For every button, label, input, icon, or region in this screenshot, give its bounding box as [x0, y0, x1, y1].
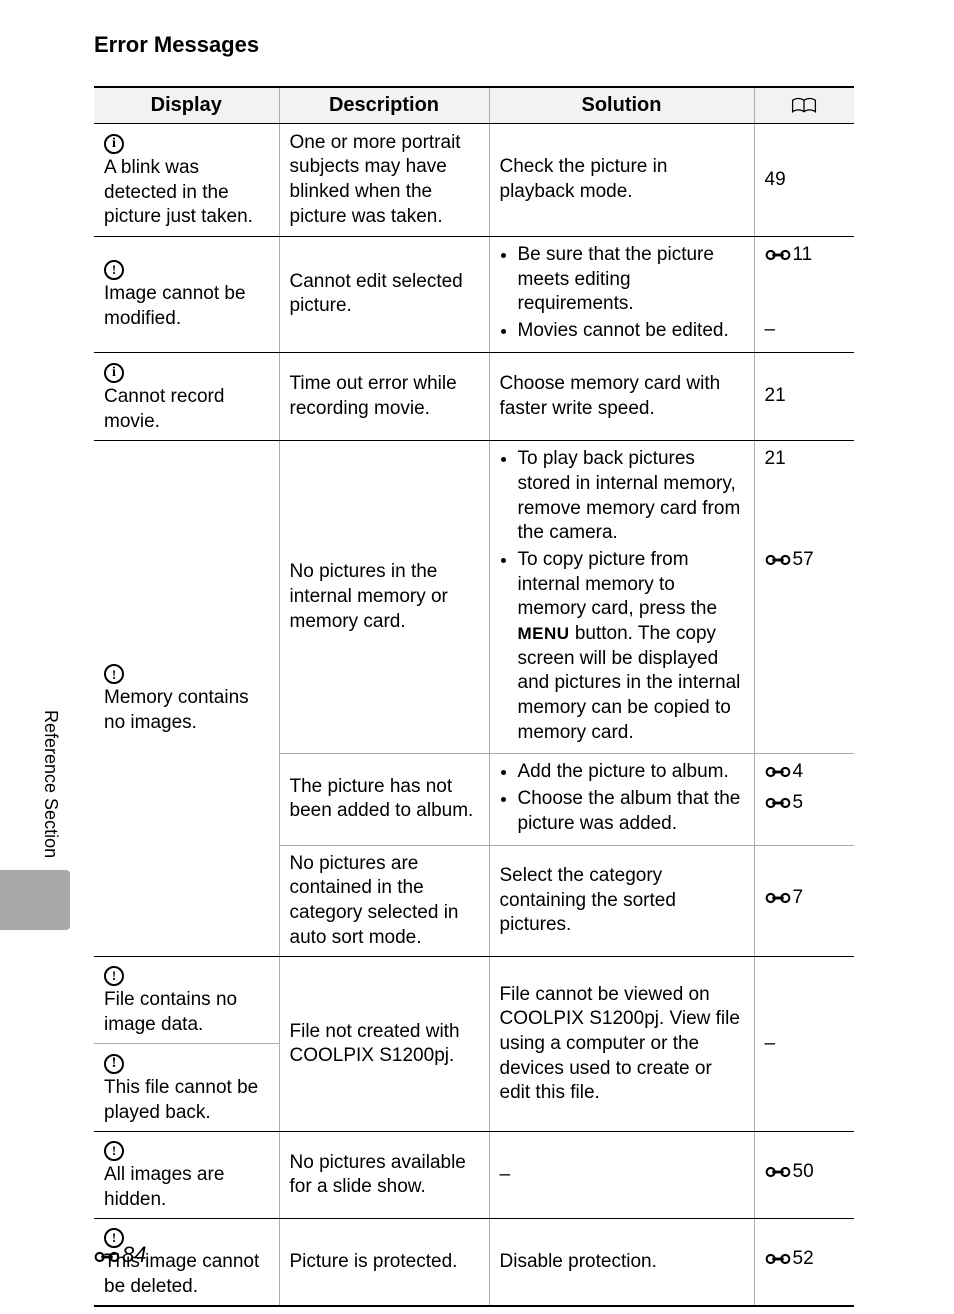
- display-cell: ! All images are hidden.: [94, 1132, 279, 1219]
- ref-page: 5: [793, 791, 804, 816]
- display-cell: ! File contains no image data.: [94, 957, 279, 1044]
- table-header-row: Display Description Solution: [94, 87, 854, 124]
- book-icon: [759, 97, 851, 115]
- solution-cell: Be sure that the picture meets editing r…: [489, 237, 754, 353]
- ref-page: 11: [793, 243, 813, 268]
- solution-item: Be sure that the picture meets editing r…: [518, 243, 744, 317]
- table-row: ! Image cannot be modified. Cannot edit …: [94, 237, 854, 353]
- ref-page: 57: [793, 548, 814, 573]
- page-title: Error Messages: [94, 32, 259, 58]
- warning-icon: !: [104, 260, 124, 280]
- display-text: Cannot record movie.: [104, 386, 224, 432]
- side-section-label: Reference Section: [40, 710, 61, 858]
- link-icon: [765, 548, 791, 573]
- ref-page: –: [765, 318, 845, 343]
- display-cell: i Cannot record movie.: [94, 352, 279, 440]
- solution-item: To copy picture from internal memory to …: [518, 548, 744, 746]
- display-cell: i A blink was detected in the picture ju…: [94, 124, 279, 237]
- solution-cell: Disable protection.: [489, 1219, 754, 1307]
- ref-page: 52: [793, 1247, 814, 1272]
- col-display: Display: [94, 87, 279, 124]
- solution-cell: Check the picture in playback mode.: [489, 124, 754, 237]
- description-cell: No pictures in the internal memory or me…: [279, 441, 489, 754]
- description-cell: No pictures are contained in the categor…: [279, 845, 489, 957]
- table-row: ! File contains no image data. File not …: [94, 957, 854, 1044]
- ref-page: 4: [793, 760, 804, 785]
- solution-item: Movies cannot be edited.: [518, 319, 744, 344]
- solution-item: Add the picture to album.: [518, 760, 744, 785]
- reference-cell: 49: [754, 124, 854, 237]
- solution-cell: Select the category containing the sorte…: [489, 845, 754, 957]
- solution-cell: To play back pictures stored in internal…: [489, 441, 754, 754]
- ref-page: 21: [765, 447, 786, 472]
- solution-cell: Add the picture to album. Choose the alb…: [489, 754, 754, 845]
- display-text: A blink was detected in the picture just…: [104, 157, 253, 227]
- col-solution: Solution: [489, 87, 754, 124]
- reference-cell: 52: [754, 1219, 854, 1307]
- display-cell: ! Memory contains no images.: [94, 441, 279, 957]
- reference-cell: –: [754, 957, 854, 1132]
- display-cell: ! Image cannot be modified.: [94, 237, 279, 353]
- solution-item: To play back pictures stored in internal…: [518, 447, 744, 546]
- description-cell: File not created with COOLPIX S1200pj.: [279, 957, 489, 1132]
- reference-cell: 4 5: [754, 754, 854, 845]
- solution-cell: –: [489, 1132, 754, 1219]
- display-text: All images are hidden.: [104, 1164, 224, 1210]
- display-text: Memory contains no images.: [104, 687, 249, 733]
- menu-button-label: MENU: [518, 624, 570, 643]
- table-row: ! Memory contains no images. No pictures…: [94, 441, 854, 754]
- table-row: i A blink was detected in the picture ju…: [94, 124, 854, 237]
- warning-icon: !: [104, 1141, 124, 1161]
- solution-cell: File cannot be viewed on COOLPIX S1200pj…: [489, 957, 754, 1132]
- solution-cell: Choose memory card with faster write spe…: [489, 352, 754, 440]
- page-number-value: 84: [122, 1242, 146, 1268]
- reference-cell: 21 57: [754, 441, 854, 754]
- display-text: Image cannot be modified.: [104, 283, 246, 329]
- description-cell: Time out error while recording movie.: [279, 352, 489, 440]
- link-icon: [94, 1242, 120, 1268]
- reference-cell: 7: [754, 845, 854, 957]
- link-icon: [765, 886, 791, 911]
- col-description: Description: [279, 87, 489, 124]
- error-messages-table: Display Description Solution i A blink w…: [94, 86, 854, 1307]
- table-row: ! This image cannot be deleted. Picture …: [94, 1219, 854, 1307]
- link-icon: [765, 1160, 791, 1185]
- description-cell: One or more portrait subjects may have b…: [279, 124, 489, 237]
- col-reference: [754, 87, 854, 124]
- table-row: ! All images are hidden. No pictures ava…: [94, 1132, 854, 1219]
- warning-icon: !: [104, 664, 124, 684]
- side-tab: [0, 870, 70, 930]
- reference-cell: 21: [754, 352, 854, 440]
- page-number: 84: [94, 1242, 146, 1268]
- warning-icon: !: [104, 966, 124, 986]
- info-icon: i: [104, 363, 124, 383]
- link-icon: [765, 243, 791, 268]
- display-text: File contains no image data.: [104, 989, 237, 1035]
- ref-page: 7: [793, 886, 804, 911]
- link-icon: [765, 1247, 791, 1272]
- exclamation-icon: !: [104, 1054, 124, 1074]
- link-icon: [765, 791, 791, 816]
- ref-page: 50: [793, 1160, 814, 1185]
- reference-cell: 50: [754, 1132, 854, 1219]
- description-cell: Cannot edit selected picture.: [279, 237, 489, 353]
- table-row: i Cannot record movie. Time out error wh…: [94, 352, 854, 440]
- solution-item: Choose the album that the picture was ad…: [518, 787, 744, 836]
- description-cell: No pictures available for a slide show.: [279, 1132, 489, 1219]
- link-icon: [765, 760, 791, 785]
- info-icon: i: [104, 134, 124, 154]
- description-cell: The picture has not been added to album.: [279, 754, 489, 845]
- display-text: This file cannot be played back.: [104, 1077, 258, 1123]
- display-cell: ! This file cannot be played back.: [94, 1044, 279, 1132]
- description-cell: Picture is protected.: [279, 1219, 489, 1307]
- reference-cell: 11 –: [754, 237, 854, 353]
